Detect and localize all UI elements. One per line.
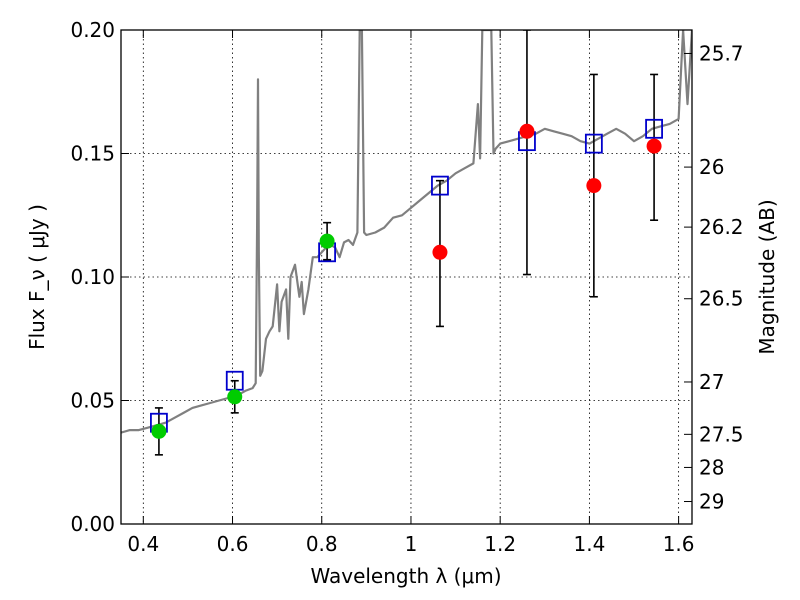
green-data-point bbox=[151, 423, 167, 439]
model-box bbox=[645, 118, 663, 139]
y-axis-title: Flux F_ν ( μJy ) bbox=[25, 204, 49, 350]
model-box bbox=[431, 175, 449, 196]
model-box bbox=[584, 133, 603, 154]
axis-ticks: 0.4 0.6 0.8 1 1.2 1.4 1.6 0.00 0.05 0.10 0.15 0.20 2… bbox=[70, 18, 743, 556]
y2-axis-title: Magnitude (AB) bbox=[755, 199, 779, 354]
model-spectrum-line bbox=[121, 30, 692, 434]
green-data-point bbox=[319, 233, 335, 249]
x-tick-label: 1 bbox=[405, 532, 418, 556]
y-tick-label: 0.20 bbox=[70, 18, 115, 42]
y2-tick-label: 27.5 bbox=[699, 422, 744, 446]
x-tick-label: 1.4 bbox=[573, 532, 605, 556]
x-tick-label: 0.8 bbox=[306, 532, 338, 556]
x-axis-title: Wavelength λ (μm) bbox=[310, 564, 501, 588]
x-tick-label: 0.4 bbox=[127, 532, 159, 556]
y2-tick-label: 26.5 bbox=[699, 287, 744, 311]
red-data-point bbox=[519, 123, 535, 139]
y-tick-label: 0.05 bbox=[70, 389, 115, 413]
red-data-point bbox=[432, 244, 448, 260]
y2-tick-label: 26 bbox=[699, 155, 724, 179]
y2-tick-label: 28 bbox=[699, 455, 724, 479]
y-tick-label: 0.15 bbox=[70, 142, 115, 166]
green-data-point bbox=[227, 389, 243, 405]
y-tick-label: 0.10 bbox=[70, 265, 115, 289]
red-data-point bbox=[646, 138, 662, 154]
y-tick-label: 0.00 bbox=[70, 512, 115, 536]
y2-tick-label: 29 bbox=[699, 490, 724, 514]
data-points bbox=[151, 123, 662, 439]
y2-tick-label: 26.2 bbox=[699, 215, 744, 239]
y2-tick-label: 27 bbox=[699, 370, 724, 394]
x-tick-label: 1.2 bbox=[484, 532, 516, 556]
svg-text:Flux F_ν ( μJy ): Flux F_ν ( μJy ) bbox=[25, 204, 49, 350]
x-tick-label: 0.6 bbox=[217, 532, 249, 556]
model-spectrum bbox=[121, 30, 692, 434]
red-data-point bbox=[586, 178, 602, 194]
y2-tick-label: 25.7 bbox=[699, 41, 744, 65]
x-tick-label: 1.6 bbox=[663, 532, 695, 556]
svg-text:Magnitude (AB): Magnitude (AB) bbox=[755, 199, 779, 354]
